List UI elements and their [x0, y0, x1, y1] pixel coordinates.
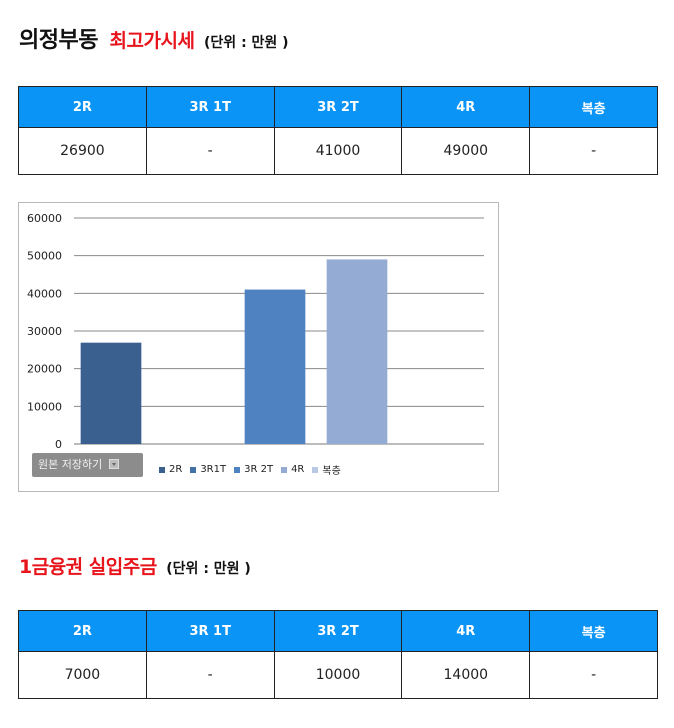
legend-label: 복층: [322, 466, 341, 477]
unit-label: (단위 : 만원 ): [204, 35, 289, 51]
unit-label: (단위 : 만원 ): [166, 561, 251, 577]
header-cell: 복층: [529, 86, 658, 128]
bar: [326, 259, 388, 444]
legend-item: 3R1T: [190, 462, 226, 477]
y-tick-label: 40000: [27, 287, 62, 300]
value-cell: -: [529, 651, 658, 699]
value-cell: -: [145, 651, 275, 699]
value-cell: 26900: [18, 127, 147, 175]
loan-title: 1금융권 실입주금: [19, 556, 157, 578]
dropdown-icon[interactable]: [109, 459, 119, 469]
save-button-label: 원본 저장하기: [38, 458, 103, 471]
legend-label: 2R: [169, 464, 183, 475]
legend-item: 2R: [159, 462, 182, 477]
chart-canvas: 0 10000 20000 30000 40000 50000 60000: [27, 212, 484, 451]
price-chart: 0 10000 20000 30000 40000 50000 60000 원본 저장하기 …: [18, 202, 499, 492]
legend-label: 3R1T: [200, 464, 227, 475]
price-title: 최고가시세: [109, 30, 195, 52]
header-cell: 3R 1T: [145, 610, 275, 652]
section2-heading: 1금융권 실입주금 (단위 : 만원 ): [19, 552, 251, 579]
table-row: 7000 - 10000 14000 -: [18, 651, 658, 699]
legend-swatch: [159, 466, 165, 473]
legend-swatch: [281, 466, 288, 473]
legend-swatch: [234, 466, 241, 473]
value-cell: 10000: [273, 651, 403, 699]
table-header-row: 2R 3R 1T 3R 2T 4R 복층: [18, 610, 658, 652]
legend-label: 4R: [291, 464, 305, 475]
header-cell: 복층: [529, 610, 658, 652]
header-cell: 3R 2T: [273, 610, 403, 652]
bar: [80, 342, 142, 444]
value-cell: 7000: [18, 651, 147, 699]
value-cell: 49000: [401, 127, 531, 175]
legend-swatch: [312, 466, 319, 473]
value-cell: 41000: [273, 127, 403, 175]
value-cell: -: [529, 127, 658, 175]
area-title: 의정부동: [19, 28, 98, 53]
header-cell: 4R: [401, 610, 531, 652]
y-tick-label: 20000: [27, 363, 62, 376]
y-tick-label: 0: [55, 438, 62, 451]
header-cell: 2R: [18, 610, 147, 652]
move-in-cost-table: 2R 3R 1T 3R 2T 4R 복층 7000 - 10000 14000 …: [18, 610, 658, 699]
legend-swatch: [190, 466, 197, 473]
value-cell: 14000: [401, 651, 531, 699]
chart-legend: 2R 3R1T 3R 2T 4R 복층: [159, 462, 341, 477]
bar: [244, 289, 306, 444]
y-tick-label: 60000: [27, 212, 62, 225]
legend-item: 복층: [312, 462, 341, 477]
y-tick-label: 50000: [27, 250, 62, 263]
y-tick-label: 10000: [27, 400, 62, 413]
top-price-table: 2R 3R 1T 3R 2T 4R 복층 26900 - 41000 49000…: [18, 86, 658, 175]
value-cell: -: [145, 127, 275, 175]
header-cell: 4R: [401, 86, 531, 128]
table-row: 26900 - 41000 49000 -: [18, 127, 658, 175]
legend-label: 3R 2T: [244, 464, 274, 475]
save-original-button[interactable]: 원본 저장하기: [32, 453, 143, 477]
legend-item: 3R 2T: [234, 462, 273, 477]
header-cell: 3R 1T: [145, 86, 275, 128]
table-header-row: 2R 3R 1T 3R 2T 4R 복층: [18, 86, 658, 128]
header-cell: 2R: [18, 86, 147, 128]
header-cell: 3R 2T: [273, 86, 403, 128]
y-tick-label: 30000: [27, 325, 62, 338]
section1-heading: 의정부동 최고가시세 (단위 : 만원 ): [19, 22, 289, 54]
legend-item: 4R: [281, 462, 304, 477]
